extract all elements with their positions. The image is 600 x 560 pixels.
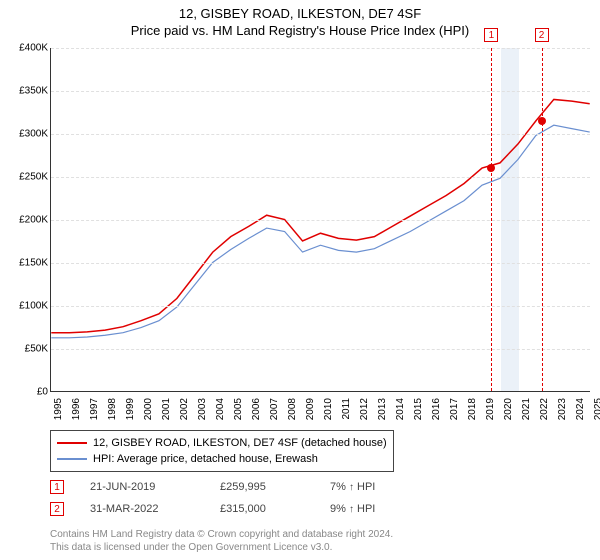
gridline xyxy=(51,349,590,350)
legend-label: HPI: Average price, detached house, Erew… xyxy=(93,453,318,465)
sale-price: £315,000 xyxy=(220,503,330,515)
chart-container: 12, GISBEY ROAD, ILKESTON, DE7 4SF Price… xyxy=(0,0,600,560)
footer: Contains HM Land Registry data © Crown c… xyxy=(50,528,393,554)
y-tick-label: £0 xyxy=(0,387,48,398)
x-tick-label: 2017 xyxy=(449,398,460,420)
x-tick-label: 2009 xyxy=(305,398,316,420)
x-tick-label: 1997 xyxy=(89,398,100,420)
gridline xyxy=(51,134,590,135)
x-tick-label: 1998 xyxy=(107,398,118,420)
y-tick-label: £200K xyxy=(0,215,48,226)
x-tick-label: 2025 xyxy=(593,398,600,420)
x-tick-label: 2012 xyxy=(359,398,370,420)
x-tick-label: 2023 xyxy=(557,398,568,420)
sale-price: £259,995 xyxy=(220,481,330,493)
chart-title: 12, GISBEY ROAD, ILKESTON, DE7 4SF xyxy=(0,0,600,21)
legend: 12, GISBEY ROAD, ILKESTON, DE7 4SF (deta… xyxy=(50,430,394,472)
y-tick-label: £300K xyxy=(0,129,48,140)
footer-line1: Contains HM Land Registry data © Crown c… xyxy=(50,528,393,541)
x-tick-label: 2014 xyxy=(395,398,406,420)
legend-swatch xyxy=(57,442,87,444)
y-tick-label: £50K xyxy=(0,344,48,355)
x-tick-label: 2003 xyxy=(197,398,208,420)
gridline xyxy=(51,306,590,307)
x-tick-label: 2000 xyxy=(143,398,154,420)
arrow-up-icon: ↑ xyxy=(349,504,354,515)
marker-dot xyxy=(487,164,495,172)
x-tick-label: 2006 xyxy=(251,398,262,420)
x-tick-label: 1996 xyxy=(71,398,82,420)
x-tick-label: 1995 xyxy=(53,398,64,420)
x-tick-label: 2007 xyxy=(269,398,280,420)
gridline xyxy=(51,91,590,92)
sale-pct: 9% ↑ HPI xyxy=(330,503,410,515)
footer-line2: This data is licensed under the Open Gov… xyxy=(50,541,393,554)
sale-marker: 1 xyxy=(50,480,64,494)
legend-swatch xyxy=(57,458,87,460)
x-tick-label: 2008 xyxy=(287,398,298,420)
marker-box: 2 xyxy=(535,28,549,42)
x-tick-label: 2005 xyxy=(233,398,244,420)
gridline xyxy=(51,177,590,178)
sale-date: 21-JUN-2019 xyxy=(90,481,220,493)
marker-line xyxy=(491,48,492,391)
x-tick-label: 2022 xyxy=(539,398,550,420)
sale-marker: 2 xyxy=(50,502,64,516)
y-tick-label: £400K xyxy=(0,43,48,54)
x-tick-label: 2024 xyxy=(575,398,586,420)
x-tick-label: 2010 xyxy=(323,398,334,420)
x-tick-label: 1999 xyxy=(125,398,136,420)
x-tick-label: 2004 xyxy=(215,398,226,420)
x-tick-label: 2015 xyxy=(413,398,424,420)
y-tick-label: £150K xyxy=(0,258,48,269)
x-tick-label: 2011 xyxy=(341,398,352,420)
x-tick-label: 2019 xyxy=(485,398,496,420)
y-tick-label: £100K xyxy=(0,301,48,312)
x-tick-label: 2013 xyxy=(377,398,388,420)
gridline xyxy=(51,263,590,264)
gridline xyxy=(51,48,590,49)
chart-subtitle: Price paid vs. HM Land Registry's House … xyxy=(0,21,600,42)
x-tick-label: 2016 xyxy=(431,398,442,420)
x-tick-label: 2018 xyxy=(467,398,478,420)
legend-label: 12, GISBEY ROAD, ILKESTON, DE7 4SF (deta… xyxy=(93,437,387,449)
arrow-up-icon: ↑ xyxy=(349,482,354,493)
gridline xyxy=(51,220,590,221)
marker-line xyxy=(542,48,543,391)
legend-row: HPI: Average price, detached house, Erew… xyxy=(57,451,387,467)
y-tick-label: £350K xyxy=(0,86,48,97)
legend-row: 12, GISBEY ROAD, ILKESTON, DE7 4SF (deta… xyxy=(57,435,387,451)
sale-row: 2 31-MAR-2022£315,0009% ↑ HPI xyxy=(50,502,410,516)
plot-area: 12 xyxy=(50,48,590,392)
x-tick-label: 2002 xyxy=(179,398,190,420)
marker-dot xyxy=(538,117,546,125)
x-tick-label: 2021 xyxy=(521,398,532,420)
sale-row: 1 21-JUN-2019£259,9957% ↑ HPI xyxy=(50,480,410,494)
y-tick-label: £250K xyxy=(0,172,48,183)
sale-pct: 7% ↑ HPI xyxy=(330,481,410,493)
sale-date: 31-MAR-2022 xyxy=(90,503,220,515)
x-tick-label: 2001 xyxy=(161,398,172,420)
x-tick-label: 2020 xyxy=(503,398,514,420)
marker-box: 1 xyxy=(484,28,498,42)
